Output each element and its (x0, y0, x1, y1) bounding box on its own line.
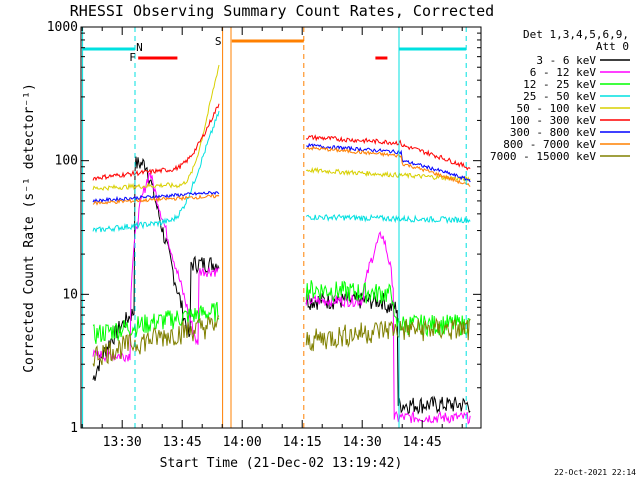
x-axis-label: Start Time (21-Dec-02 13:19:42) (160, 456, 403, 471)
series-line (92, 190, 220, 204)
night-flag-label: N (136, 41, 143, 54)
y-axis-label: Corrected Count Rate (s⁻¹ detector⁻¹) (22, 83, 37, 373)
y-tick-label: 1 (70, 421, 78, 436)
saa-flag-label: S (215, 35, 222, 48)
y-tick-label: 10 (62, 287, 78, 302)
series-line (305, 280, 471, 338)
series-line (92, 301, 220, 345)
series-line (305, 166, 471, 183)
legend-label: 3 - 6 keV (536, 54, 596, 67)
series-line (92, 110, 220, 234)
y-tick-label: 1000 (47, 20, 78, 35)
legend-label: 12 - 25 keV (523, 78, 596, 91)
series-line (305, 213, 471, 225)
legend-label: 6 - 12 keV (530, 66, 597, 79)
legend-label: 800 - 7000 keV (503, 138, 596, 151)
legend-header-att: Att 0 (596, 40, 629, 53)
flare-flag-label: F (129, 51, 136, 64)
series-line (92, 172, 220, 363)
x-tick-label: 14:30 (343, 435, 382, 450)
series-line (92, 103, 220, 182)
legend-label: 7000 - 15000 keV (490, 150, 596, 163)
x-tick-label: 13:30 (103, 435, 142, 450)
x-axis: 13:30 13:45 14:00 14:15 14:30 14:45 (81, 27, 463, 450)
series-line (305, 291, 471, 415)
chart-title: RHESSI Observing Summary Count Rates, Co… (70, 2, 494, 20)
series-line (305, 134, 471, 171)
x-tick-label: 14:15 (283, 435, 322, 450)
legend-label: 50 - 100 keV (517, 102, 597, 115)
legend-label: 100 - 300 keV (510, 114, 596, 127)
y-axis: 1 10 100 1000 (47, 20, 481, 436)
flag-layer: NF S (82, 27, 467, 428)
legend-label: 25 - 50 keV (523, 90, 596, 103)
legend-header: Det 1,3,4,5,6,9, (523, 28, 629, 41)
legend-label: 300 - 800 keV (510, 126, 596, 139)
series-line (305, 145, 471, 187)
x-tick-label: 13:45 (163, 435, 202, 450)
series-line (306, 142, 471, 183)
plot-data (92, 64, 471, 425)
x-tick-label: 14:00 (223, 435, 262, 450)
series-line (92, 156, 220, 381)
series-line (92, 194, 220, 206)
series-line (92, 64, 220, 192)
series-line (92, 315, 220, 367)
series-line (305, 317, 471, 352)
plot-frame (80, 26, 482, 429)
footer-date: 22-Oct-2021 22:14 (554, 468, 636, 477)
y-tick-label: 100 (55, 154, 78, 169)
x-tick-label: 14:45 (403, 435, 442, 450)
